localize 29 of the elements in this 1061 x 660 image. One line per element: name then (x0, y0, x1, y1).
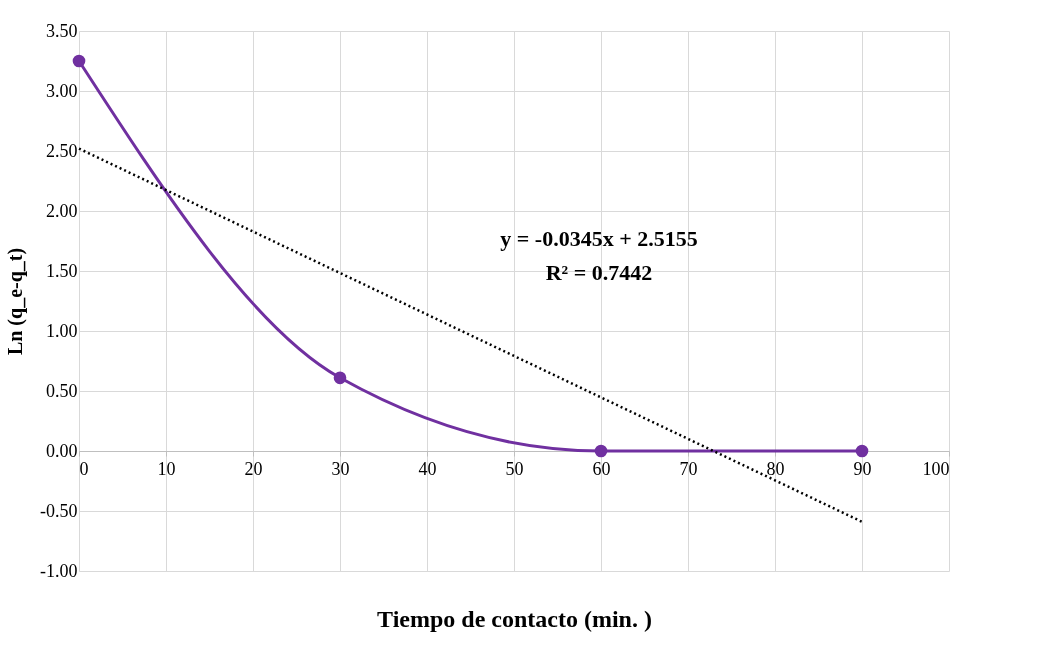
annotation: R² = 0.7442 (545, 260, 653, 285)
y-tick-label: -0.50 (40, 500, 78, 521)
point (72, 54, 86, 68)
x-tick-label: 20 (244, 458, 263, 479)
x-tick-label: 90 (853, 458, 872, 479)
x-tick-label: 80 (766, 458, 785, 479)
y-tick-label: 1.00 (46, 320, 78, 341)
x-tick-label: 100 (922, 458, 950, 479)
x-tick-label: 70 (679, 458, 698, 479)
y-tick-label: 2.50 (46, 140, 78, 161)
x-tick-label: 0 (79, 458, 89, 479)
annotation: y = -0.0345x + 2.5155 (500, 226, 698, 251)
point (594, 444, 608, 458)
y-tick-label: 2.00 (46, 200, 78, 221)
x-tick-label: 50 (505, 458, 524, 479)
point (333, 371, 347, 385)
y-tick-label: 1.50 (46, 260, 78, 281)
y-tick-label: 0.00 (46, 440, 78, 461)
x-tick-label: 40 (418, 458, 437, 479)
y-tick-label: 3.00 (46, 80, 78, 101)
x-tick-label: 30 (331, 458, 350, 479)
y-tick-label: 3.50 (46, 20, 78, 41)
x-axis-title: Tiempo de contacto (min. ) (377, 605, 652, 632)
y-tick-label: 0.50 (46, 380, 78, 401)
point (855, 444, 869, 458)
y-tick-label: -1.00 (40, 560, 78, 581)
x-tick-label: 60 (592, 458, 611, 479)
x-tick-label: 10 (157, 458, 176, 479)
y-axis-title: Ln (q_e-q_t) (4, 247, 28, 356)
